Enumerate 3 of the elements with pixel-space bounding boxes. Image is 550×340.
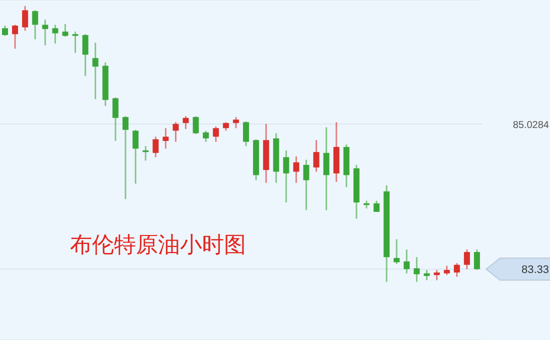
y-tick-label: 83.33 — [521, 264, 549, 276]
y-tick-label: 85.0284 — [512, 120, 550, 132]
text: 布伦特原油小时图 — [70, 232, 246, 260]
